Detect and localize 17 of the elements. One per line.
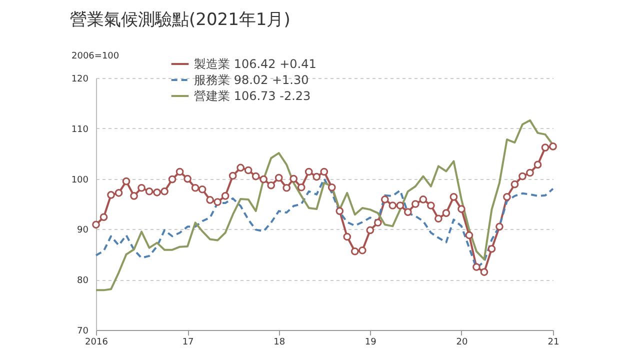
- x-tick-label: 20: [456, 338, 468, 348]
- y-tick-label: 80: [77, 276, 89, 286]
- y-tick-label: 100: [71, 175, 89, 186]
- y-tick-label: 90: [77, 226, 89, 236]
- chart-title: 營業氣候測驗點(2021年1月): [70, 10, 290, 30]
- legend-label: 製造業 106.42 +0.41: [194, 57, 316, 71]
- x-tick-label: 19: [364, 338, 377, 348]
- legend-label: 服務業 98.02 +1.30: [194, 73, 309, 87]
- y-tick-label: 70: [77, 326, 89, 336]
- x-tick-label: 21: [548, 338, 560, 348]
- x-tick-label: 17: [182, 338, 194, 348]
- y-tick-label: 110: [71, 124, 89, 135]
- legend-label: 營建業 106.73 -2.23: [194, 89, 311, 103]
- y-axis-title: 2006=100: [72, 52, 120, 62]
- y-tick-label: 120: [71, 74, 89, 84]
- x-tick-label: 18: [274, 338, 286, 348]
- x-tick-label: 2016: [85, 338, 108, 348]
